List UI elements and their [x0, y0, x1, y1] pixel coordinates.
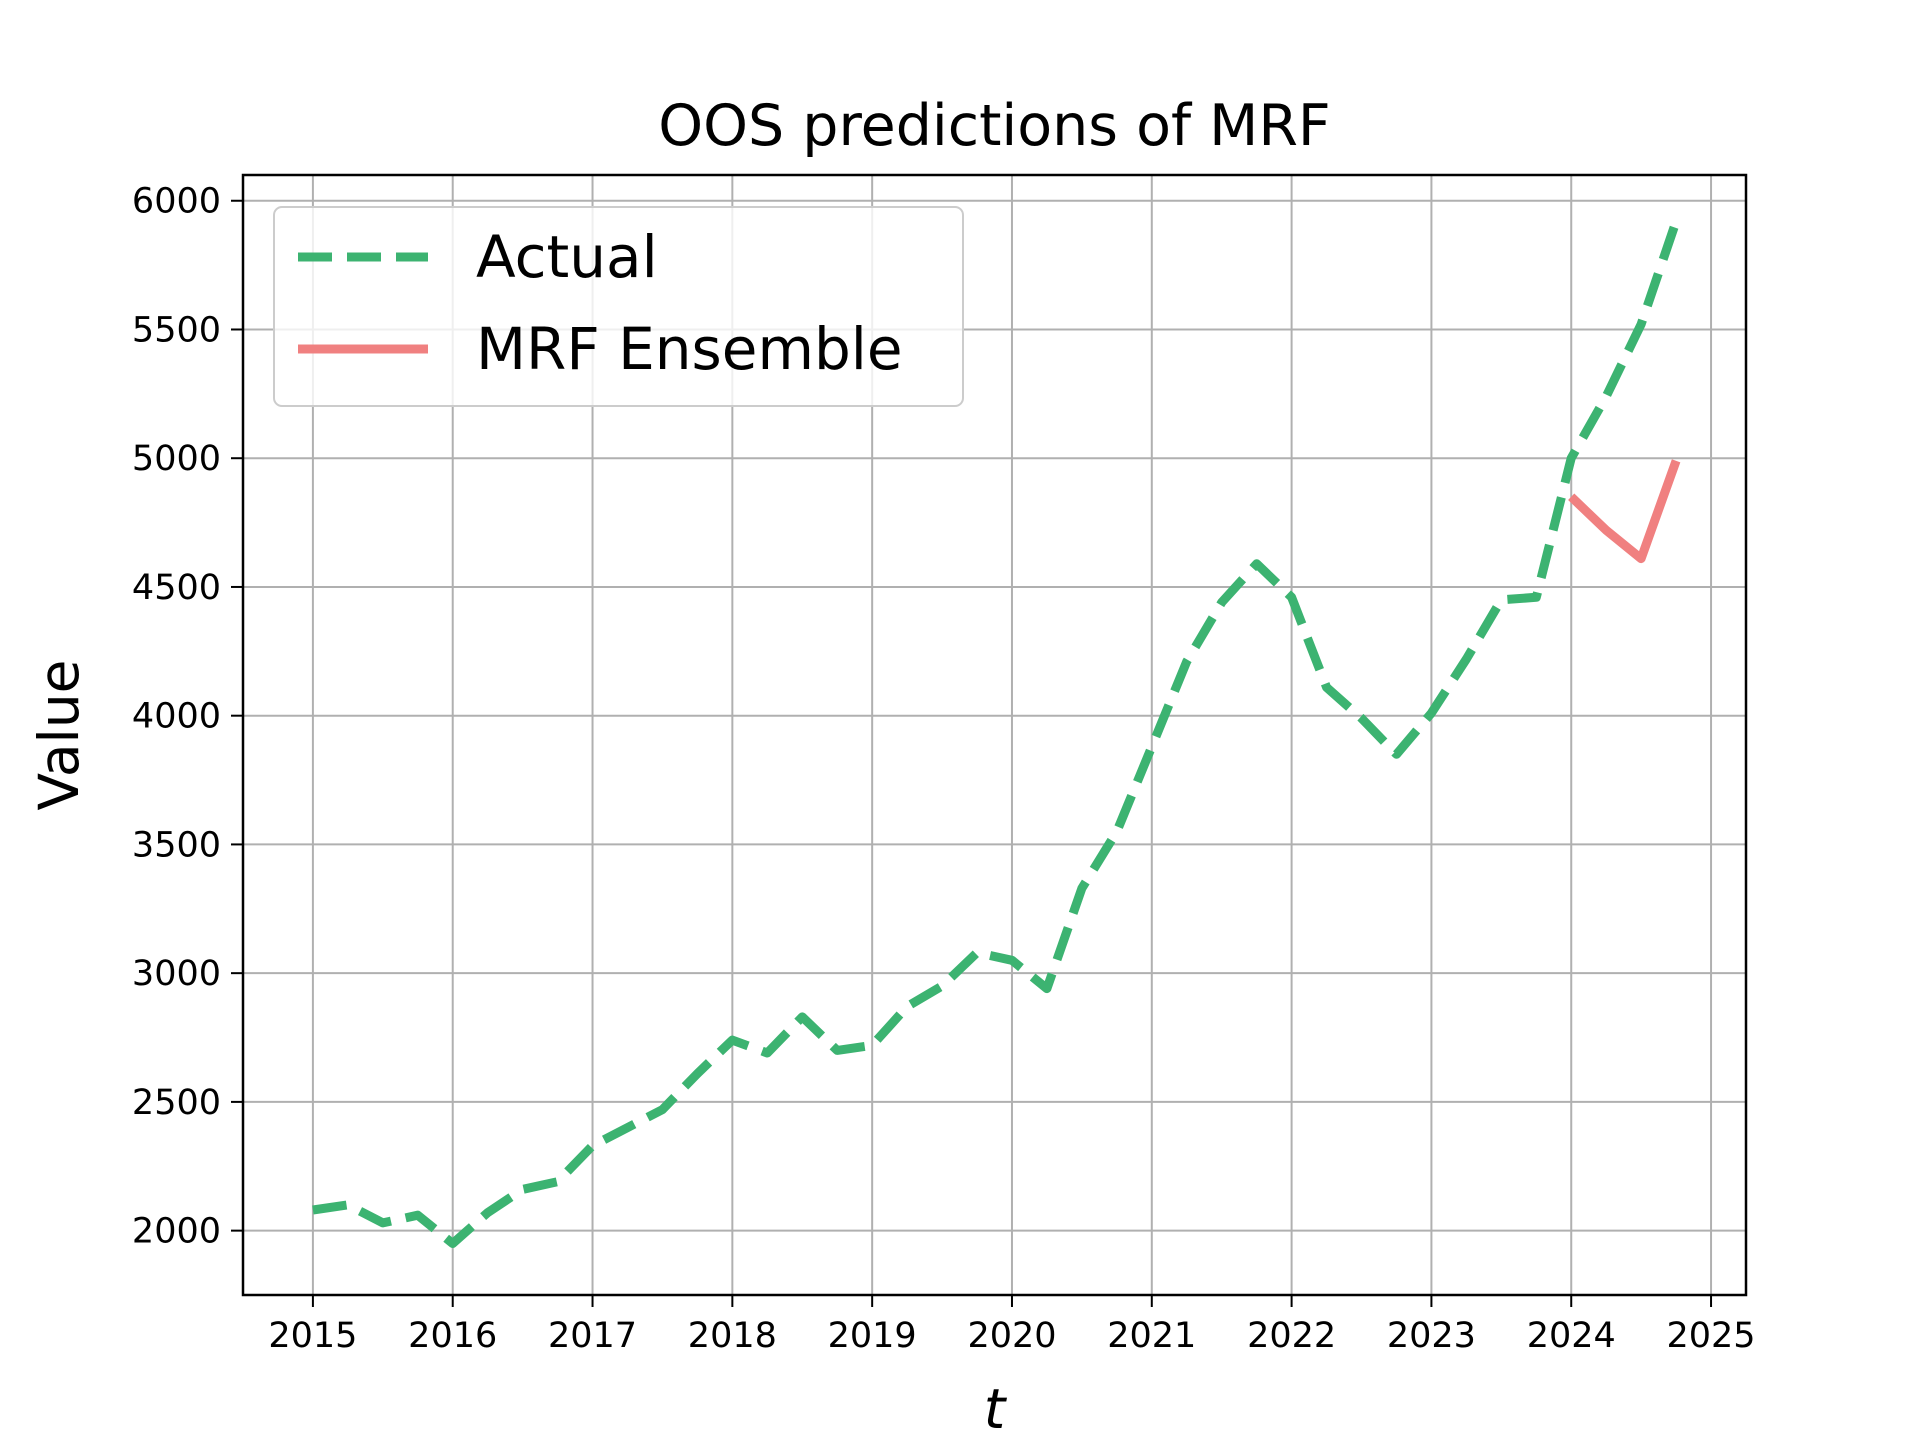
y-tick-label: 3500: [132, 825, 221, 865]
plot-frame: [241, 173, 1748, 1297]
legend-label-actual: Actual: [476, 223, 658, 291]
x-tick-label: 2024: [1527, 1316, 1616, 1356]
series-layer: [312, 219, 1681, 1248]
y-tick-label: 6000: [132, 182, 221, 222]
y-tick-label: 4500: [132, 568, 221, 608]
series-line-actual: [312, 219, 1681, 1248]
y-axis-label: Value: [27, 659, 91, 810]
y-tick-label: 3000: [132, 954, 221, 994]
x-tick-label: 2022: [1247, 1316, 1336, 1356]
x-tick-label: 2021: [1107, 1316, 1196, 1356]
x-tick-label: 2017: [548, 1316, 637, 1356]
legend-label-mrf-ensemble: MRF Ensemble: [476, 315, 903, 383]
series-line-mrf-ensemble: [1568, 459, 1681, 564]
y-tick-label: 5000: [132, 439, 221, 479]
chart-title: OOS predictions of MRF: [658, 93, 1330, 159]
y-tick-label: 4000: [132, 697, 221, 737]
ticks: 2015 2016 2017 2018 2019 2020 2021 2022 2023 2024…: [132, 182, 1756, 1356]
legend-box: [273, 206, 964, 407]
x-axis-label: t: [984, 1377, 1008, 1440]
y-tick-label: 2000: [132, 1212, 221, 1252]
y-tick-label: 5500: [132, 310, 221, 350]
legend: Actual MRF Ensemble: [273, 206, 964, 407]
x-tick-label: 2019: [828, 1316, 917, 1356]
x-tick-label: 2025: [1667, 1316, 1756, 1356]
y-tick-label: 2500: [132, 1083, 221, 1123]
x-tick-label: 2023: [1387, 1316, 1476, 1356]
x-tick-label: 2016: [408, 1316, 497, 1356]
x-tick-label: 2015: [268, 1316, 357, 1356]
x-tick-label: 2018: [688, 1316, 777, 1356]
x-tick-label: 2020: [967, 1316, 1056, 1356]
